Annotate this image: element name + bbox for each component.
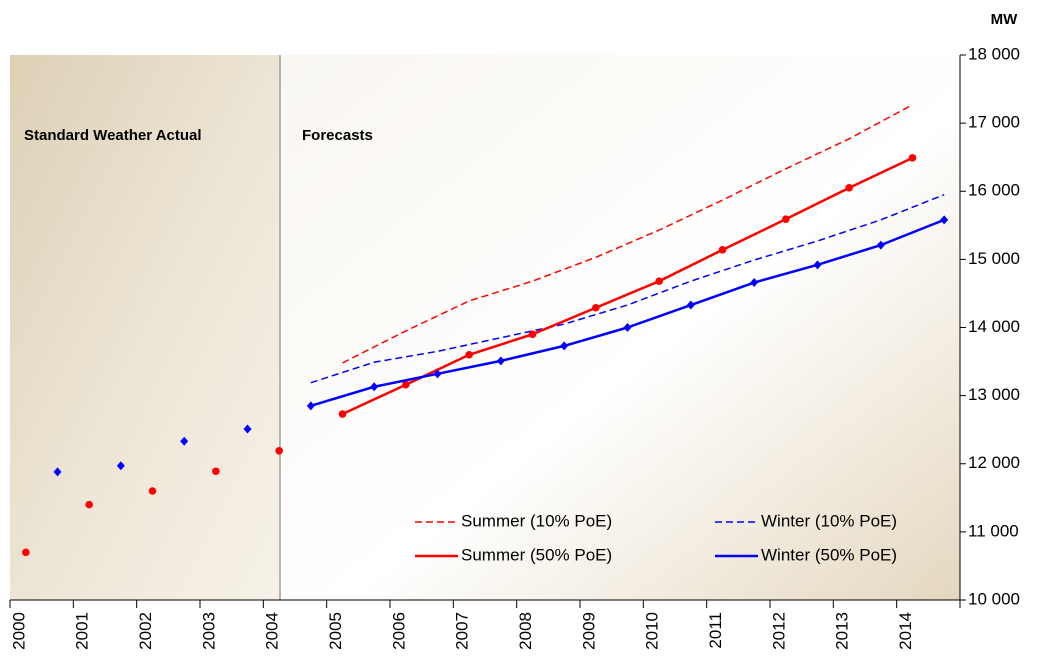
point (306, 401, 315, 411)
point (53, 467, 62, 477)
legend-label: Winter (50% PoE) (761, 545, 897, 564)
point (876, 240, 885, 250)
point (813, 260, 822, 270)
annotation: Standard Weather Actual (24, 127, 202, 144)
point (782, 215, 790, 223)
unit-label: MW (991, 11, 1018, 28)
point (750, 278, 759, 288)
x-tick-label: 2007 (453, 612, 472, 650)
point (22, 548, 30, 557)
legend-label: Summer (50% PoE) (461, 545, 612, 564)
point (402, 380, 410, 389)
point (370, 382, 379, 392)
x-tick-label: 2004 (263, 612, 282, 650)
x-tick-label: 2014 (896, 612, 915, 650)
y-tick-label: 10 000 (968, 589, 1020, 608)
point (686, 300, 695, 310)
point (592, 303, 600, 312)
point (623, 323, 632, 332)
x-tick-label: 2002 (136, 612, 155, 650)
x-tick-label: 2013 (833, 612, 852, 650)
legend-label: Summer (10% PoE) (461, 511, 612, 530)
x-tick-label: 2006 (389, 612, 408, 650)
point (180, 436, 189, 446)
point (908, 154, 917, 162)
point (433, 369, 442, 379)
point (718, 246, 727, 254)
y-tick-label: 12 000 (968, 453, 1020, 472)
x-tick-label: 2000 (9, 612, 28, 650)
x-tick-label: 2001 (73, 612, 92, 650)
point (338, 410, 347, 418)
actual-region (10, 55, 280, 600)
y-tick-label: 18 000 (968, 44, 1020, 63)
legend-label: Winter (10% PoE) (761, 511, 897, 530)
point (528, 330, 537, 339)
y-tick-label: 16 000 (968, 181, 1020, 200)
point (116, 461, 125, 471)
point (85, 500, 93, 509)
x-tick-label: 2010 (643, 612, 662, 650)
x-tick-label: 2009 (579, 612, 598, 650)
x-tick-label: 2003 (199, 612, 218, 650)
point (560, 341, 569, 351)
x-tick-label: 2005 (326, 612, 345, 650)
y-tick-label: 14 000 (968, 317, 1020, 336)
y-tick-label: 11 000 (968, 521, 1019, 540)
forecast-region (280, 55, 960, 600)
point (212, 467, 220, 476)
y-tick-label: 13 000 (968, 385, 1020, 404)
x-tick-label: 2012 (769, 612, 788, 650)
point (655, 277, 663, 285)
x-tick-label: 2008 (516, 612, 535, 650)
point (940, 215, 949, 225)
x-tick-label: 2011 (706, 612, 725, 649)
point (845, 184, 853, 192)
point (148, 487, 157, 495)
annotation: Forecasts (302, 127, 373, 144)
point (496, 356, 505, 366)
y-tick-label: 17 000 (968, 113, 1020, 132)
point (275, 447, 283, 455)
point (465, 350, 473, 359)
point (243, 424, 252, 434)
y-tick-label: 15 000 (968, 249, 1020, 268)
series-line (342, 104, 913, 364)
